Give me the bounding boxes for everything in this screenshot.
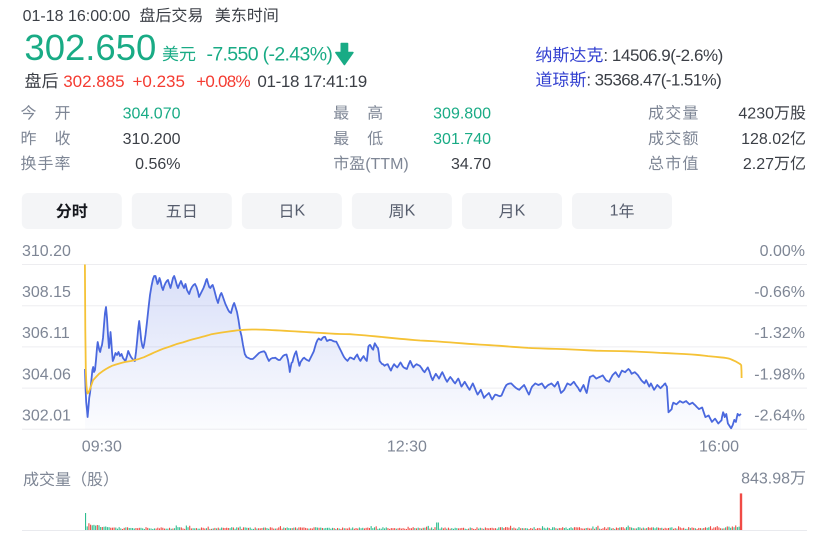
svg-text:+0.235: +0.235 — [133, 72, 185, 91]
svg-text:1: 1 — [610, 203, 619, 220]
svg-text:16:00: 16:00 — [699, 439, 739, 456]
svg-text:843.98: 843.98 — [741, 471, 790, 488]
svg-text:304.070: 304.070 — [123, 106, 181, 123]
svg-text:306.11: 306.11 — [22, 325, 70, 342]
svg-text:310.20: 310.20 — [22, 243, 71, 260]
svg-text:301.740: 301.740 — [433, 131, 491, 148]
svg-text:-7.550 (-2.43%): -7.550 (-2.43%) — [207, 44, 333, 66]
svg-text:-1.32%: -1.32% — [754, 325, 805, 342]
svg-text:2.27: 2.27 — [743, 156, 774, 173]
svg-text:K: K — [405, 203, 416, 220]
svg-text:: 35368.47(-1.51%): : 35368.47(-1.51%) — [586, 71, 721, 90]
svg-text:128.02: 128.02 — [741, 131, 790, 148]
svg-text:302.885: 302.885 — [63, 72, 124, 91]
svg-text:12:30: 12:30 — [387, 439, 427, 456]
svg-text:09:30: 09:30 — [82, 439, 122, 456]
svg-text:K: K — [515, 203, 526, 220]
svg-text:310.200: 310.200 — [123, 131, 181, 148]
svg-text:302.01: 302.01 — [22, 408, 71, 425]
svg-text:01-18 17:41:19: 01-18 17:41:19 — [257, 72, 366, 91]
svg-text:: 14506.9(-2.6%): : 14506.9(-2.6%) — [603, 46, 722, 65]
svg-text:-0.66%: -0.66% — [754, 284, 805, 301]
svg-text:304.06: 304.06 — [22, 366, 71, 383]
svg-text:34.70: 34.70 — [451, 156, 491, 173]
svg-text:308.15: 308.15 — [22, 284, 71, 301]
svg-text:302.650: 302.650 — [24, 27, 156, 68]
svg-text:-2.64%: -2.64% — [754, 408, 805, 425]
svg-text:309.800: 309.800 — [433, 106, 491, 123]
svg-text:0.56%: 0.56% — [135, 156, 180, 173]
svg-text:K: K — [295, 203, 306, 220]
svg-text:+0.08%: +0.08% — [196, 72, 250, 91]
svg-text:(TTM): (TTM) — [365, 156, 409, 173]
svg-text:4230: 4230 — [738, 106, 774, 123]
svg-text:0.00%: 0.00% — [760, 243, 805, 260]
svg-text:-1.98%: -1.98% — [754, 366, 805, 383]
svg-text:01-18 16:00:00: 01-18 16:00:00 — [23, 8, 131, 25]
